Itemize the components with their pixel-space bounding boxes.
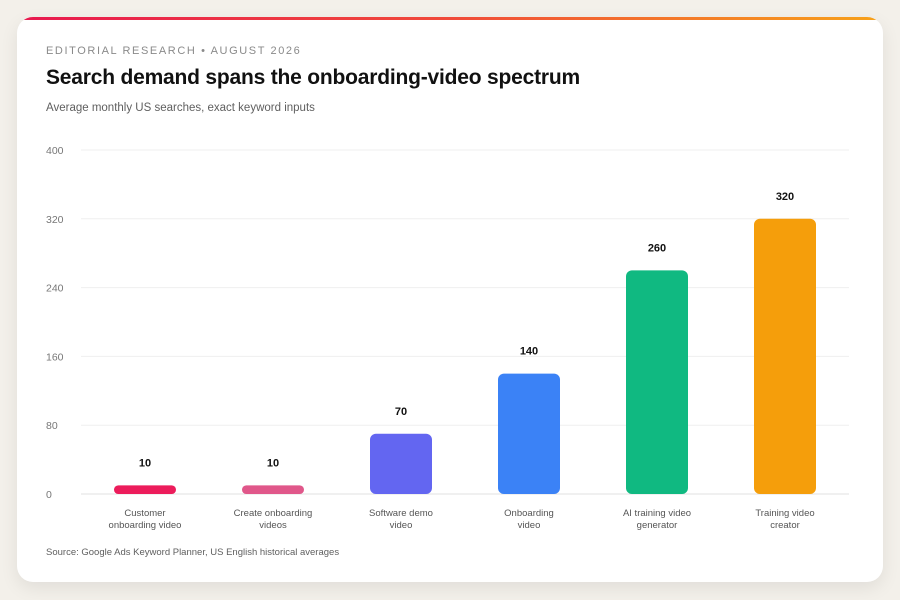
x-tick-label: Software demo — [369, 508, 433, 519]
data-label: 260 — [648, 242, 666, 254]
chart-title: Search demand spans the onboarding-video… — [46, 66, 580, 89]
kicker: EDITORIAL RESEARCH • AUGUST 2026 — [46, 45, 302, 57]
bar — [498, 373, 560, 494]
y-tick-label: 80 — [46, 420, 58, 432]
x-tick-label: generator — [637, 520, 678, 531]
bar — [114, 485, 176, 494]
x-tick-label: creator — [770, 520, 800, 531]
bar — [370, 433, 432, 494]
x-tick-label: video — [518, 520, 541, 531]
y-tick-label: 240 — [46, 283, 64, 295]
data-label: 140 — [520, 346, 538, 358]
data-label: 320 — [776, 191, 794, 203]
bar — [242, 485, 304, 494]
x-tick-label: Create onboarding — [234, 508, 313, 519]
x-tick-label: video — [390, 520, 413, 531]
chart-subtitle: Average monthly US searches, exact keywo… — [46, 102, 315, 114]
source-note: Source: Google Ads Keyword Planner, US E… — [46, 547, 340, 558]
x-tick-label: onboarding video — [109, 520, 182, 531]
accent-bar — [17, 17, 883, 20]
y-tick-label: 160 — [46, 351, 64, 363]
data-label: 10 — [139, 457, 151, 469]
data-label: 10 — [267, 457, 279, 469]
data-label: 70 — [395, 406, 407, 418]
bar — [754, 218, 816, 495]
bar — [626, 270, 688, 494]
y-tick-label: 400 — [46, 145, 64, 157]
y-tick-label: 0 — [46, 489, 52, 501]
x-tick-label: videos — [259, 520, 287, 531]
y-tick-label: 320 — [46, 214, 64, 226]
x-tick-label: Customer — [124, 508, 165, 519]
chart-card: EDITORIAL RESEARCH • AUGUST 2026 Search … — [17, 17, 883, 582]
x-tick-label: Onboarding — [504, 508, 554, 519]
x-tick-label: AI training video — [623, 508, 691, 519]
x-tick-label: Training video — [755, 508, 814, 519]
